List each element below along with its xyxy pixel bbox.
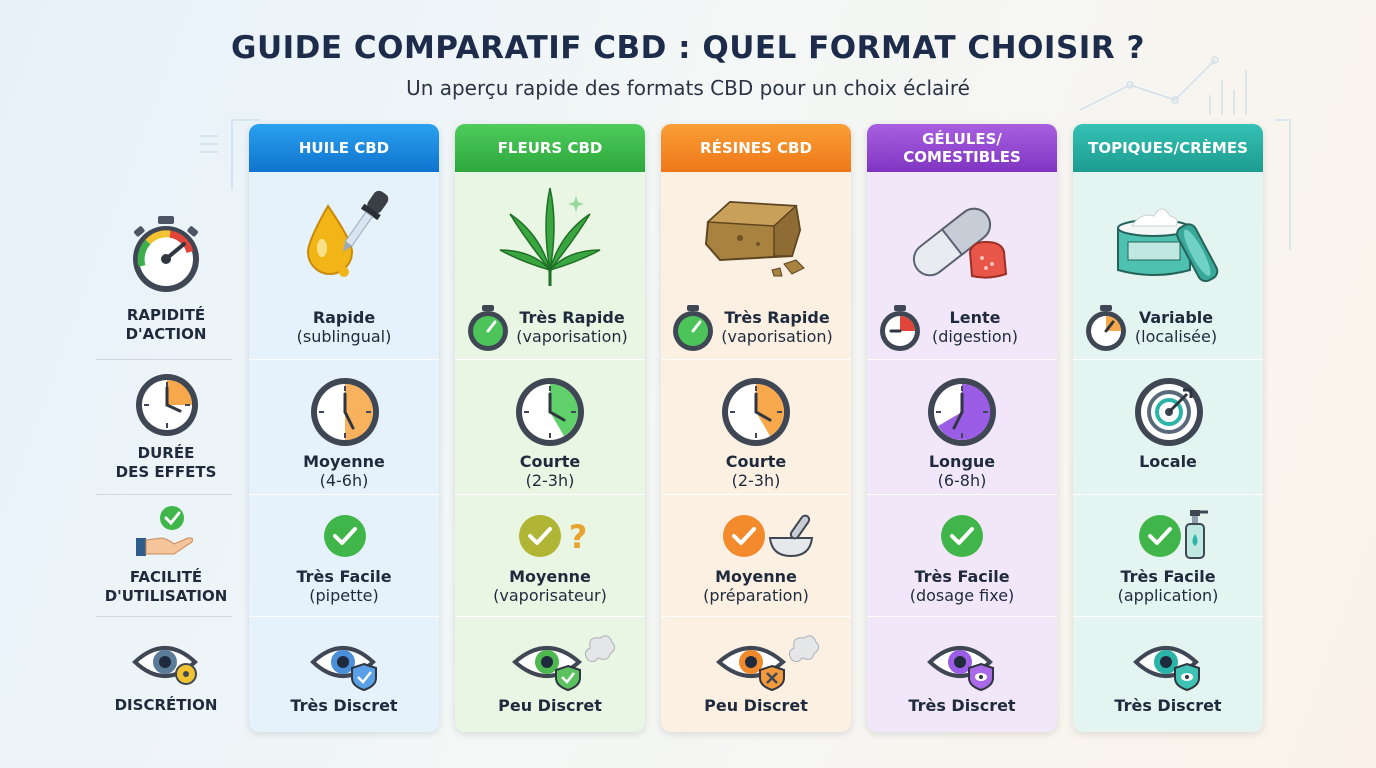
hand-check-icon	[136, 506, 193, 556]
column-header: RÉSINES CBD	[661, 124, 851, 172]
stopwatch-variable-icon	[1086, 305, 1126, 351]
row-divider	[96, 616, 232, 617]
column-header: FLEURS CBD	[455, 124, 645, 172]
discretion-value: Très Discret	[1114, 696, 1222, 715]
row-divider	[96, 494, 232, 495]
speed-value: Très Rapide (vaporisation)	[516, 308, 628, 346]
eye-icon	[132, 646, 198, 685]
ease-value: Très Facile (pipette)	[296, 567, 392, 605]
clock-icon	[516, 378, 584, 446]
check-circle-icon	[941, 515, 983, 557]
discretion-value: Peu Discret	[498, 696, 602, 715]
capsule-gummy-icon	[912, 207, 1008, 279]
eye-shield-icon	[310, 646, 377, 692]
ease-value: Très Facile (dosage fixe)	[909, 567, 1015, 605]
speed-value: Variable (localisée)	[1134, 308, 1218, 346]
eye-shield-icon	[927, 646, 994, 692]
ease-value: Moyenne (préparation)	[703, 567, 809, 605]
stopwatch-icon	[673, 305, 713, 351]
eye-shield-icon	[1133, 646, 1200, 692]
duration-value: Locale	[1139, 452, 1197, 471]
column-body	[661, 172, 851, 732]
svg-text:?: ?	[569, 518, 588, 556]
target-icon	[1135, 378, 1203, 446]
duration-value: Longue (6-8h)	[928, 452, 996, 490]
check-dispenser-icon	[1139, 510, 1208, 559]
column-body	[455, 172, 645, 732]
column-header: TOPIQUES/CRÈMES	[1073, 124, 1263, 172]
row-label-duration: DURÉE DES EFFETS	[115, 444, 217, 481]
cannabis-leaf-icon	[499, 187, 601, 286]
oil-dropper-icon	[306, 190, 389, 277]
clock-icon	[722, 378, 790, 446]
column-header: GÉLULES/COMESTIBLES	[867, 124, 1057, 172]
resin-block-icon	[704, 200, 805, 277]
ease-value: Très Facile (application)	[1117, 567, 1219, 605]
row-label-ease: FACILITÉ D'UTILISATION	[104, 568, 228, 605]
page-title: GUIDE COMPARATIF CBD : QUEL FORMAT CHOIS…	[231, 30, 1145, 66]
stopwatch-slow-icon	[880, 305, 920, 351]
stopwatch-gauge-icon	[133, 216, 199, 292]
column-body	[1073, 172, 1263, 732]
column-body	[249, 172, 439, 732]
ease-value: Moyenne (vaporisateur)	[493, 567, 607, 605]
row-label-discretion: DISCRÉTION	[114, 696, 218, 714]
stopwatch-icon	[468, 305, 508, 351]
duration-value: Courte (2-3h)	[519, 452, 581, 490]
eye-smoke-icon	[512, 635, 616, 692]
clock-icon	[136, 374, 198, 436]
clock-icon	[311, 378, 379, 446]
speed-value: Très Rapide (vaporisation)	[721, 308, 833, 346]
eye-smoke-icon	[716, 635, 820, 692]
speed-value: Lente (digestion)	[931, 308, 1019, 346]
discretion-value: Très Discret	[908, 696, 1016, 715]
column-header: HUILE CBD	[249, 124, 439, 172]
duration-value: Moyenne (4-6h)	[303, 452, 385, 490]
clock-icon	[928, 378, 996, 446]
discretion-value: Peu Discret	[704, 696, 808, 715]
row-divider	[96, 359, 232, 360]
column-body	[867, 172, 1057, 732]
check-circle-icon	[324, 515, 366, 557]
page-subtitle: Un aperçu rapide des formats CBD pour un…	[406, 76, 970, 100]
speed-value: Rapide (sublingual)	[296, 308, 392, 346]
check-question-icon: ?	[519, 515, 588, 557]
column-huile-cbd: HUILE CBD	[249, 124, 439, 732]
check-mortar-icon	[723, 514, 814, 558]
row-label-speed: RAPIDITÉ D'ACTION	[125, 306, 207, 343]
discretion-value: Très Discret	[290, 696, 398, 715]
cream-jar-icon	[1117, 208, 1219, 282]
duration-value: Courte (2-3h)	[725, 452, 787, 490]
